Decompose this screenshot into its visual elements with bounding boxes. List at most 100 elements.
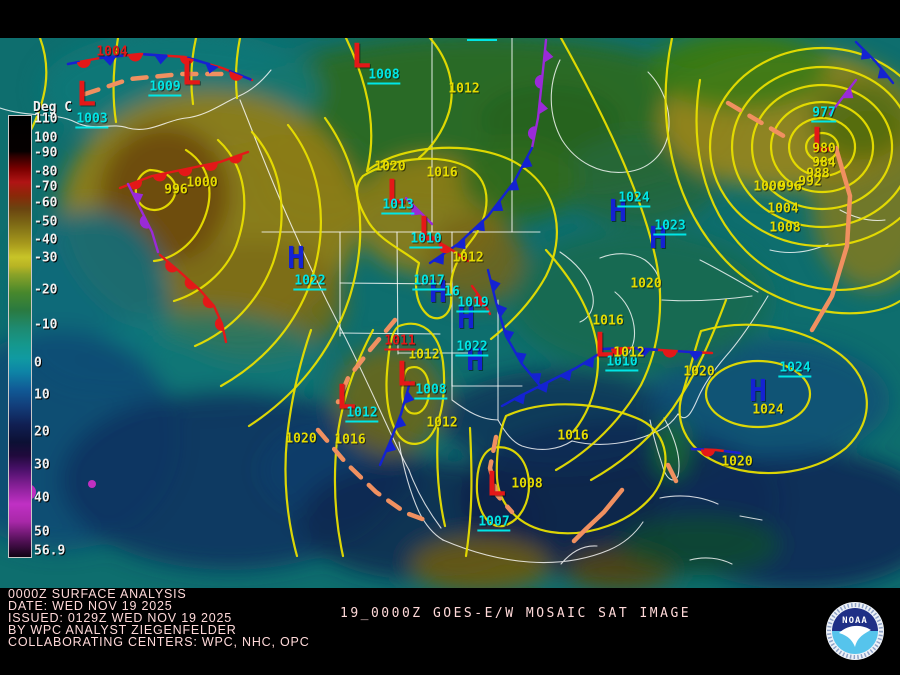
border-line: [451, 353, 573, 450]
warm-front-pip: [610, 348, 625, 356]
isobar-line: [247, 116, 362, 428]
footer-line: COLLABORATING CENTERS: WPC, NHC, OPC: [8, 635, 310, 650]
cold-front-pip: [496, 303, 508, 318]
warm-front-pip: [178, 167, 193, 177]
border-line: [442, 521, 644, 565]
satellite-background: [0, 38, 900, 588]
isobar-line: [401, 366, 431, 415]
warm-front-pip: [76, 59, 91, 69]
isobar-line: [475, 446, 531, 528]
warm-front-pip: [214, 317, 225, 331]
warm-front-pip: [180, 56, 194, 65]
isobar-line: [544, 248, 600, 434]
border-line: [339, 231, 499, 421]
satellite-caption: 19_0000Z GOES-E/W MOSAIC SAT IMAGE: [340, 606, 692, 621]
isobar-line: [589, 298, 728, 482]
isobar-line: [28, 38, 48, 134]
cold-front-pip: [102, 56, 117, 67]
isobar-line: [385, 322, 446, 445]
border-line: [649, 417, 680, 481]
warm-front-pip: [184, 277, 197, 290]
cold-front-pip: [688, 351, 703, 362]
isobar-line: [284, 328, 313, 558]
cold-front-pip: [490, 278, 501, 293]
cold-front-pip: [515, 352, 527, 365]
warm-front-pip: [662, 350, 677, 358]
trough-line: [665, 462, 679, 484]
stationary-front-line: [66, 52, 254, 82]
isobar-line: [664, 38, 900, 315]
warm-front-pip: [474, 293, 486, 307]
border-line: [661, 259, 759, 302]
isobar-line: [190, 38, 198, 106]
warm-front-pip: [152, 173, 167, 182]
cold-front-pip: [454, 237, 466, 250]
cold-front-pip: [154, 54, 169, 65]
cold-front-pip: [543, 48, 554, 63]
isobar-line: [730, 65, 900, 229]
warm-front-pip: [700, 449, 715, 457]
colorbar-title: Deg C: [33, 100, 73, 115]
border-line: [339, 282, 523, 387]
isobar-line: [112, 38, 120, 124]
footer-line: ISSUED: 0129Z WED NOV 19 2025: [8, 611, 232, 626]
cold-front-pip: [559, 369, 573, 382]
warm-front-pip: [229, 71, 243, 81]
isobar-line: [464, 426, 473, 558]
isobar-line: [804, 131, 840, 163]
border-line: [431, 38, 513, 233]
isobar-line: [234, 38, 242, 100]
cold-front-pip: [205, 63, 219, 74]
cold-front-pip: [538, 100, 549, 115]
warm-front-line: [430, 236, 470, 263]
trough-line: [315, 427, 428, 523]
analysis-footer: 0000Z SURFACE ANALYSIS DATE: WED NOV 19 2…: [8, 588, 310, 650]
noaa-logo-text: NOAA: [842, 616, 868, 626]
isobar-line: [750, 83, 894, 211]
geo-borders: [0, 38, 886, 565]
isobar-line: [344, 38, 558, 341]
isobar-line: [787, 116, 857, 178]
trough-line: [487, 434, 515, 515]
cold-front-pip: [513, 393, 526, 405]
trough-line: [725, 100, 795, 144]
border-line: [0, 69, 272, 130]
ir-temperature-colorbar: [8, 115, 32, 558]
cold-front-pip: [491, 199, 504, 212]
isobar-line: [704, 359, 812, 429]
trough-line: [571, 487, 625, 544]
isobar-line: [219, 123, 322, 388]
cold-front-pip: [503, 329, 515, 343]
border-line: [398, 441, 444, 541]
warm-front-pip: [202, 295, 215, 309]
cold-front-pip: [877, 67, 890, 79]
isobar-line: [355, 157, 488, 320]
isobar-line: [678, 323, 868, 475]
warm-front-pip: [165, 260, 178, 273]
isobar-line: [695, 78, 900, 291]
isobar-line: [417, 38, 453, 160]
cold-front-pip: [507, 179, 520, 191]
trough-line: [82, 71, 231, 97]
trough-line: [335, 317, 398, 405]
isobar-line: [770, 100, 875, 194]
cold-front-pip: [860, 48, 873, 60]
warm-front-pip: [527, 126, 537, 141]
cold-front-pip: [582, 356, 595, 369]
cold-front-pip: [521, 155, 533, 169]
cold-front-line: [486, 268, 544, 390]
isobar-line: [708, 46, 900, 248]
cold-front-pip: [842, 87, 854, 99]
cold-front-line: [854, 40, 895, 85]
warm-front-pip: [203, 162, 218, 171]
warm-front-pip: [128, 179, 142, 190]
border-line: [659, 495, 763, 565]
border-line: [550, 59, 670, 173]
border-line: [239, 99, 410, 471]
cold-front-pip: [395, 415, 407, 429]
tropical-cloud-speck: [88, 480, 96, 488]
seagull-icon: [839, 625, 871, 647]
occluded-front-line: [828, 78, 858, 116]
